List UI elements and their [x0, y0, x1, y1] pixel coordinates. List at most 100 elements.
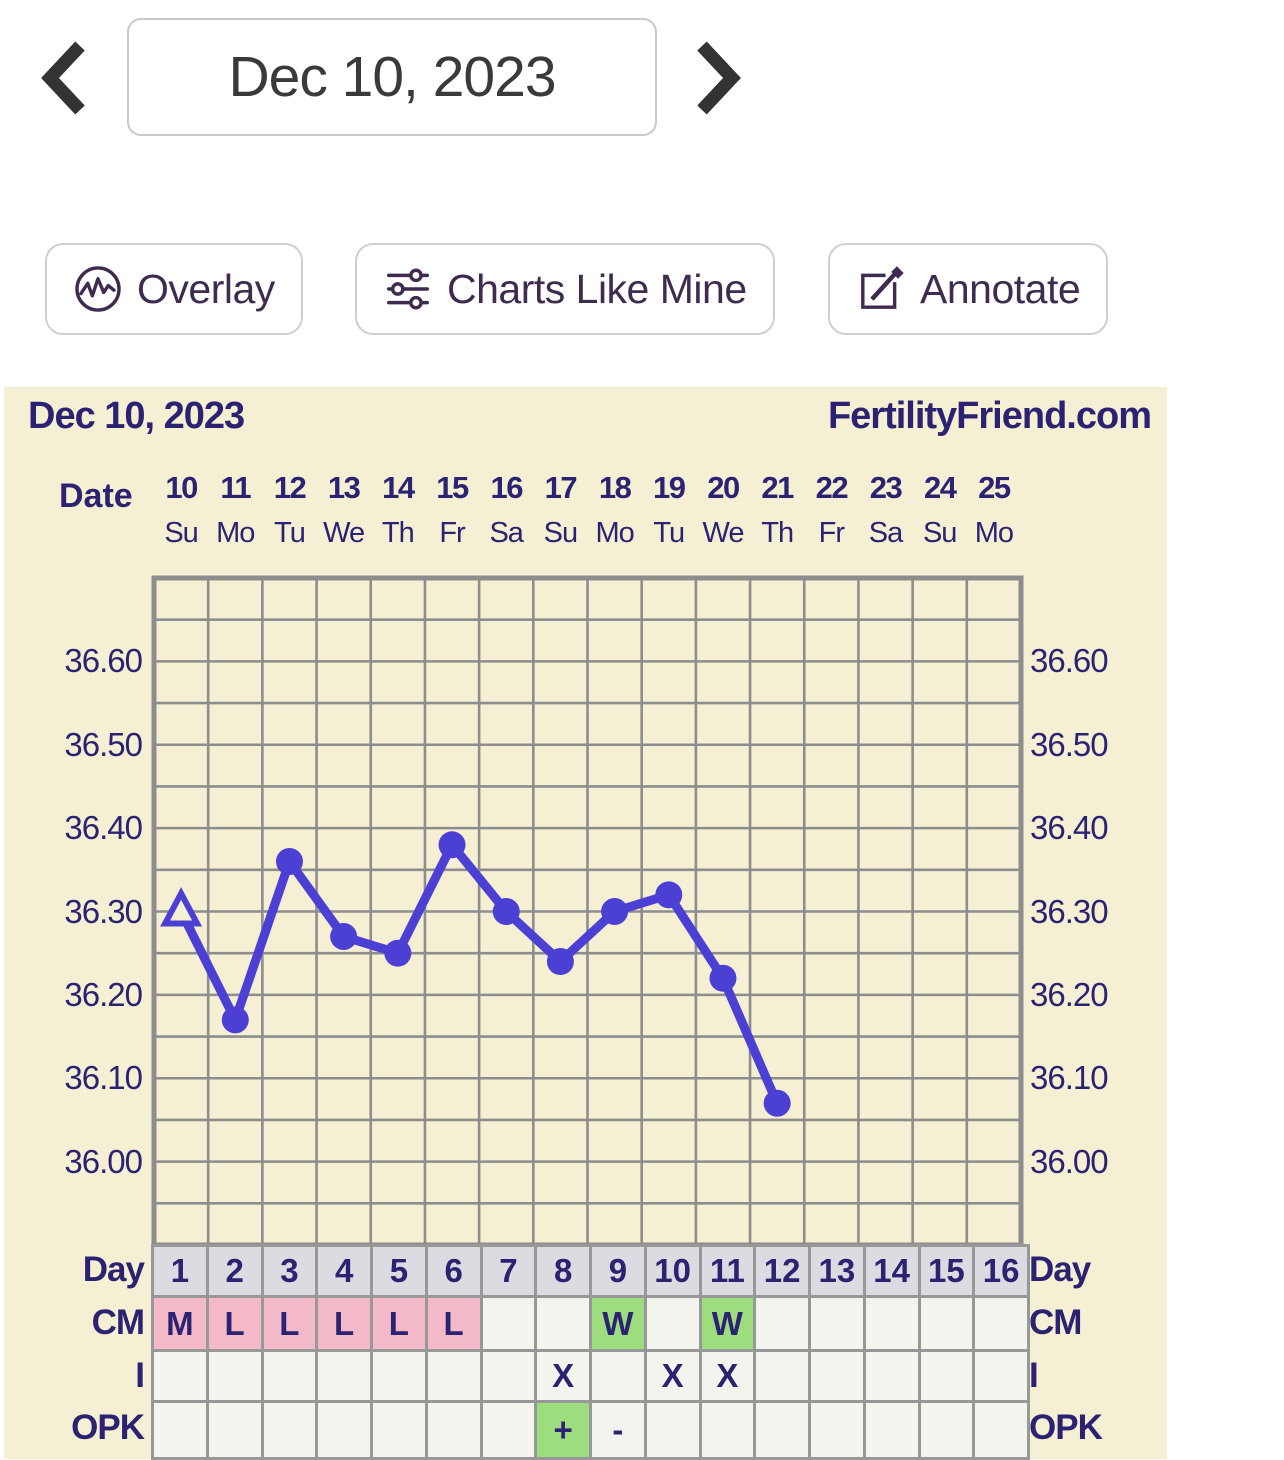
temperature-point-open-triangle — [160, 887, 203, 927]
temp-axis-label-left: 36.40 — [64, 809, 143, 847]
cm-cell — [920, 1298, 973, 1349]
overlay-chart-icon — [75, 266, 121, 312]
temperature-point — [546, 948, 574, 976]
charts-like-mine-button-label: Charts Like Mine — [447, 265, 747, 312]
cm-cell — [537, 1298, 589, 1349]
row-label-day-right: Day — [1029, 1250, 1091, 1289]
date-tick: 16 — [490, 470, 523, 505]
weekday-tick: Mo — [974, 517, 1014, 549]
date-picker[interactable]: Dec 10, 2023 — [127, 18, 657, 136]
row-label-day-left: Day — [82, 1250, 145, 1289]
i-cell — [592, 1352, 644, 1400]
weekday-tick: Mo — [595, 517, 634, 549]
day-cell: 12 — [756, 1247, 808, 1295]
weekday-tick: Fr — [818, 517, 845, 549]
opk-cell — [865, 1403, 918, 1457]
opk-cell — [318, 1403, 370, 1457]
temp-axis-label-right: 36.00 — [1030, 1142, 1109, 1180]
opk-cell: + — [537, 1403, 589, 1457]
temperature-point — [275, 847, 303, 875]
opk-cell — [427, 1403, 480, 1457]
row-label-opk-left: OPK — [71, 1408, 145, 1447]
opk-cell — [373, 1403, 425, 1457]
date-tick: 23 — [869, 470, 903, 505]
temp-axis-label-left: 36.60 — [64, 642, 143, 680]
opk-cell — [756, 1403, 808, 1457]
date-tick: 13 — [327, 470, 361, 505]
day-cell: 10 — [646, 1247, 699, 1295]
temperature-point — [221, 1006, 249, 1034]
i-cell: X — [701, 1352, 754, 1400]
daily-data-table: 1 2 3 4 5 6 7 8 9 10 11 12 13 14 15 16 M L L L L L W W X X X + - — [151, 1244, 1030, 1460]
temp-axis-label-right: 36.40 — [1030, 809, 1109, 847]
annotate-button[interactable]: Annotate — [828, 243, 1109, 335]
cm-cell: M — [154, 1298, 206, 1349]
cm-cell: L — [427, 1298, 480, 1349]
temperature-point — [655, 881, 683, 909]
row-label-cm-right: CM — [1029, 1303, 1082, 1342]
charts-like-mine-button[interactable]: Charts Like Mine — [355, 243, 775, 335]
cm-cell — [756, 1298, 808, 1349]
i-cell: X — [646, 1352, 699, 1400]
day-cell: 6 — [427, 1247, 480, 1295]
cm-cell: L — [208, 1298, 261, 1349]
opk-cell — [701, 1403, 754, 1457]
previous-date-button[interactable] — [36, 38, 92, 118]
weekday-tick: Th — [381, 517, 415, 549]
day-cell: 7 — [482, 1247, 535, 1295]
day-cell: 15 — [920, 1247, 973, 1295]
weekday-tick: Th — [761, 517, 794, 549]
date-picker-value: Dec 10, 2023 — [228, 45, 556, 109]
opk-cell — [975, 1403, 1027, 1457]
chevron-right-icon — [697, 41, 741, 115]
i-cell — [427, 1352, 480, 1400]
i-cell — [154, 1352, 206, 1400]
chevron-left-icon — [41, 41, 85, 115]
weekday-tick: Sa — [489, 517, 523, 549]
day-cell: 1 — [154, 1247, 206, 1295]
i-cell: X — [537, 1352, 589, 1400]
weekday-tick: Tu — [274, 517, 306, 549]
cm-cell — [975, 1298, 1027, 1349]
day-cell: 3 — [263, 1247, 316, 1295]
date-tick: 18 — [598, 470, 632, 505]
weekday-tick: Su — [164, 517, 198, 549]
bbt-line-chart — [151, 575, 1024, 1248]
i-cell — [208, 1352, 261, 1400]
overlay-button[interactable]: Overlay — [45, 243, 303, 335]
day-cell: 8 — [537, 1247, 589, 1295]
weekday-tick: Fr — [439, 517, 465, 549]
i-cell — [865, 1352, 918, 1400]
cm-cell: L — [318, 1298, 370, 1349]
date-tick: 11 — [220, 470, 251, 505]
temp-axis-label-left: 36.00 — [64, 1142, 143, 1180]
day-cell: 16 — [975, 1247, 1027, 1295]
i-cell — [811, 1352, 863, 1400]
date-tick: 14 — [382, 470, 415, 505]
temp-axis-label-left: 36.20 — [64, 975, 143, 1013]
chart-date-title: Dec 10, 2023 — [28, 395, 245, 437]
opk-cell — [263, 1403, 316, 1457]
cm-cell — [646, 1298, 699, 1349]
opk-cell — [646, 1403, 699, 1457]
next-date-button[interactable] — [690, 38, 746, 118]
cm-cell: L — [373, 1298, 425, 1349]
date-tick: 24 — [923, 470, 957, 505]
day-cell: 9 — [592, 1247, 644, 1295]
i-cell — [920, 1352, 973, 1400]
date-tick: 15 — [436, 470, 469, 505]
weekday-tick: We — [702, 517, 744, 549]
temp-axis-label-right: 36.20 — [1030, 975, 1109, 1013]
date-tick: 17 — [544, 470, 578, 505]
row-label-opk-right: OPK — [1029, 1408, 1103, 1447]
i-cell — [263, 1352, 316, 1400]
cm-cell: W — [701, 1298, 754, 1349]
opk-cell — [811, 1403, 863, 1457]
day-cell: 13 — [811, 1247, 863, 1295]
opk-cell — [482, 1403, 535, 1457]
temp-axis-label-right: 36.30 — [1030, 892, 1109, 930]
i-cell — [756, 1352, 808, 1400]
date-tick: 21 — [761, 470, 794, 505]
day-cell: 14 — [865, 1247, 918, 1295]
